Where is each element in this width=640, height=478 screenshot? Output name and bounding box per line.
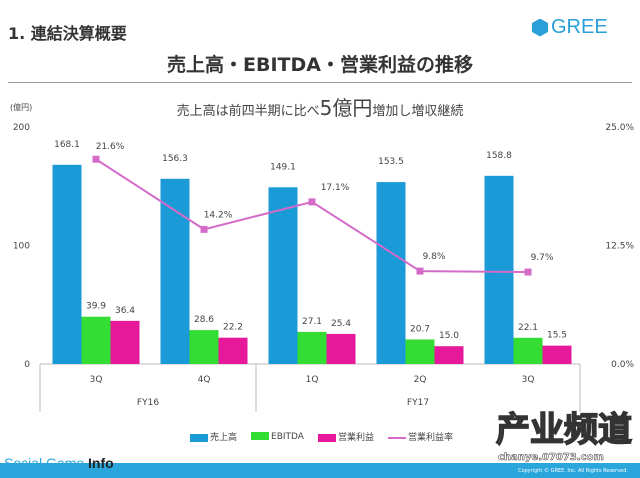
legend-item: 売上高 <box>190 430 237 443</box>
legend-item: 営業利益 <box>317 430 374 443</box>
legend-swatch <box>190 433 208 442</box>
legend-swatch <box>387 436 406 439</box>
line-data-label: 9.8% <box>423 252 446 262</box>
x-tick-label: 3Q <box>522 375 535 385</box>
line-data-label: 9.7% <box>531 253 554 263</box>
bar-data-label: 39.9 <box>86 302 106 312</box>
legend-swatch <box>317 433 336 442</box>
bar-data-label: 28.6 <box>194 315 214 325</box>
bar-2 <box>542 345 572 364</box>
bar-2 <box>110 320 140 364</box>
logo-text: GREE <box>551 16 608 38</box>
bar-data-label: 158.8 <box>486 151 512 161</box>
bar-data-label: 36.4 <box>115 306 135 316</box>
bar-data-label: 20.7 <box>410 324 430 334</box>
bar-data-label: 153.5 <box>378 157 404 167</box>
line-data-label: 14.2% <box>204 210 233 220</box>
y2-tick-label: 12.5% <box>605 242 634 252</box>
bar-data-label: 22.2 <box>223 323 243 333</box>
legend-item: 営業利益率 <box>387 430 453 443</box>
bar-data-label: 15.5 <box>547 331 567 341</box>
bar-data-label: 27.1 <box>302 317 322 327</box>
subtitle-post: 増加し増収継続 <box>372 104 464 119</box>
line-marker <box>308 198 316 206</box>
subtitle: 売上高は前四半期に比べ5億円増加し増収継続 <box>0 92 640 121</box>
x-tick-label: 1Q <box>306 375 319 385</box>
chanye-watermark: 产业频道 <box>495 409 633 451</box>
y-tick-label: 100 <box>13 242 30 252</box>
x-tick-label: 4Q <box>198 375 211 385</box>
line-marker <box>524 268 532 276</box>
copyright: Copyright © GREE, Inc. All Rights Reserv… <box>517 468 628 474</box>
line-marker <box>200 225 208 233</box>
bar-0 <box>376 182 406 364</box>
bar-0 <box>484 175 514 364</box>
bar-data-label: 25.4 <box>331 319 351 329</box>
footer-bar <box>0 463 640 478</box>
y2-tick-label: 0.0% <box>611 360 634 370</box>
bar-0 <box>52 164 82 364</box>
bar-2 <box>326 333 356 364</box>
bar-1 <box>405 339 435 364</box>
y-axis-unit: (億円) <box>10 103 33 112</box>
bar-1 <box>189 330 219 364</box>
y-tick-label: 0 <box>24 360 30 370</box>
bar-0 <box>160 178 190 364</box>
slide-title: 売上高・EBITDA・営業利益の推移 <box>167 54 473 76</box>
gree-logo: GREE <box>532 16 608 39</box>
bar-data-label: 15.0 <box>439 331 459 341</box>
legend-label: 売上高 <box>210 433 238 443</box>
bar-data-label: 149.1 <box>270 162 296 172</box>
group-label: FY16 <box>137 398 159 408</box>
bar-2 <box>218 337 248 364</box>
bar-0 <box>268 187 298 364</box>
group-label: FY17 <box>407 398 429 408</box>
bar-2 <box>434 346 464 364</box>
legend-label: EBITDA <box>271 431 304 442</box>
hexagon-icon <box>532 18 548 37</box>
line-data-label: 21.6% <box>96 142 125 152</box>
line-data-label: 17.1% <box>321 183 350 193</box>
x-tick-label: 3Q <box>90 375 103 385</box>
line-marker <box>416 267 424 275</box>
bar-data-label: 22.1 <box>518 323 538 333</box>
y-tick-label: 200 <box>13 123 30 133</box>
bar-1 <box>297 331 327 364</box>
bar-1 <box>81 316 111 364</box>
legend: 売上高 EBITDA 営業利益 営業利益率 <box>190 430 453 443</box>
chanye-url-watermark: chanye.07073.com <box>498 452 604 464</box>
legend-label: 営業利益 <box>337 433 374 443</box>
x-tick-label: 2Q <box>414 375 427 385</box>
y2-tick-label: 25.0% <box>605 123 634 133</box>
subtitle-highlight: 5億円 <box>319 96 373 120</box>
subtitle-pre: 売上高は前四半期に比べ <box>176 104 320 119</box>
social-game-info-watermark: Social Game Info <box>4 455 114 471</box>
divider <box>8 82 632 83</box>
bar-data-label: 156.3 <box>162 154 188 164</box>
bar-1 <box>513 337 543 364</box>
legend-swatch <box>251 432 270 440</box>
legend-label: 営業利益率 <box>407 433 453 443</box>
line-marker <box>92 155 100 163</box>
bar-data-label: 168.1 <box>54 140 80 150</box>
section-heading: 1. 連結決算概要 <box>8 24 127 43</box>
legend-item: EBITDA <box>251 432 304 442</box>
